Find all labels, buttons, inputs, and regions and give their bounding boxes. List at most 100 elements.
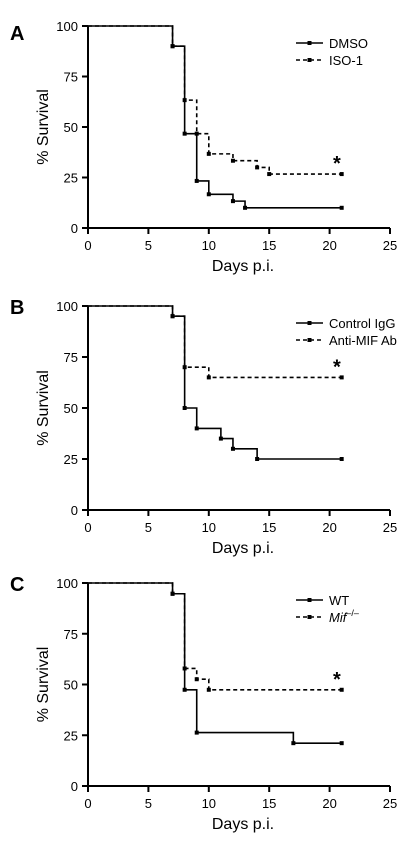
panel-letter: A [10,23,24,45]
y-axis-label: % Survival [35,370,52,446]
y-tick-label: 100 [56,576,78,591]
legend-marker [307,598,312,602]
series-point [230,158,235,163]
series-line-0 [88,25,342,209]
series-point [182,131,187,136]
series-line-0 [88,582,342,744]
x-tick-label: 15 [262,796,276,811]
series-line-1 [88,25,342,175]
legend-label: Mif–/– [329,608,359,625]
series-point [339,687,344,692]
legend-marker [307,321,312,325]
series-line-1 [88,582,342,691]
legend-label: ISO-1 [329,53,363,68]
series-point [230,199,235,204]
y-tick-label: 0 [71,779,78,794]
series-point [194,677,199,682]
series-point [255,165,260,170]
series-point [182,666,187,671]
series-point [194,131,199,136]
series-point [170,591,175,596]
series-point [339,741,344,746]
legend-label: Anti-MIF Ab [329,333,397,348]
legend-marker [307,41,312,45]
series-point [170,314,175,319]
series-point [206,151,211,156]
legend-label: DMSO [329,36,368,51]
legend-label: WT [329,593,349,608]
y-tick-label: 0 [71,221,78,236]
series-point [170,44,175,49]
series-point [243,205,248,210]
series-point [194,730,199,735]
y-tick-label: 75 [64,627,78,642]
significance-marker: * [333,356,341,378]
series-point [339,172,344,177]
series-point [182,98,187,103]
x-tick-label: 15 [262,238,276,253]
legend-marker [307,338,312,342]
y-tick-label: 100 [56,19,78,34]
x-axis-label: Days p.i. [212,258,274,275]
y-tick-label: 100 [56,299,78,314]
x-axis-label: Days p.i. [212,816,274,833]
series-point [194,426,199,431]
legend-marker [307,615,312,619]
series-point [339,375,344,380]
x-tick-label: 20 [322,520,336,535]
series-point [182,365,187,370]
x-tick-label: 0 [84,520,91,535]
panel-c: C 0 25 50 75 100 0 5 10 15 20 25 Days p.i. % Survival… [10,574,397,833]
y-tick-label: 50 [64,678,78,693]
x-tick-label: 10 [202,238,216,253]
y-tick-label: 0 [71,503,78,518]
x-tick-label: 5 [145,238,152,253]
x-tick-label: 0 [84,796,91,811]
y-axis-label: % Survival [35,89,52,165]
legend-label: Control IgG [329,316,395,331]
series-point [230,446,235,451]
series-point [339,457,344,461]
x-tick-label: 15 [262,520,276,535]
series-point [339,205,344,210]
y-tick-label: 75 [64,70,78,85]
series-point [206,375,211,380]
y-tick-label: 50 [64,401,78,416]
panel-b: B 0 25 50 75 100 0 5 10 15 20 25 Days p.i. % Survival… [10,297,397,557]
series-point [267,172,272,177]
x-tick-label: 25 [383,796,397,811]
series-point [194,178,199,183]
y-tick-label: 75 [64,350,78,365]
x-tick-label: 10 [202,520,216,535]
x-tick-label: 20 [322,796,336,811]
x-tick-label: 25 [383,238,397,253]
x-tick-label: 25 [383,520,397,535]
x-tick-label: 5 [145,796,152,811]
y-tick-label: 25 [64,452,78,467]
series-line-1 [88,305,342,379]
panel-letter: B [10,297,24,319]
x-axis-label: Days p.i. [212,540,274,557]
series-point [206,687,211,692]
series-point [182,687,187,692]
y-tick-label: 25 [64,171,78,186]
y-axis-label: % Survival [35,647,52,723]
legend-marker [307,58,312,62]
significance-marker: * [333,669,341,691]
series-point [182,406,187,410]
x-tick-label: 5 [145,520,152,535]
series-point [291,741,296,746]
series-point [255,457,260,461]
y-tick-label: 50 [64,120,78,135]
significance-marker: * [333,153,341,175]
series-point [206,192,211,197]
x-tick-label: 10 [202,796,216,811]
y-tick-label: 25 [64,728,78,743]
series-point [218,436,223,441]
panel-a: A 0 25 50 75 100 0 5 10 15 20 25 Days p.i. % Survival… [10,19,397,275]
x-tick-label: 20 [322,238,336,253]
x-tick-label: 0 [84,238,91,253]
series-line-0 [88,305,342,460]
panel-letter: C [10,574,24,596]
